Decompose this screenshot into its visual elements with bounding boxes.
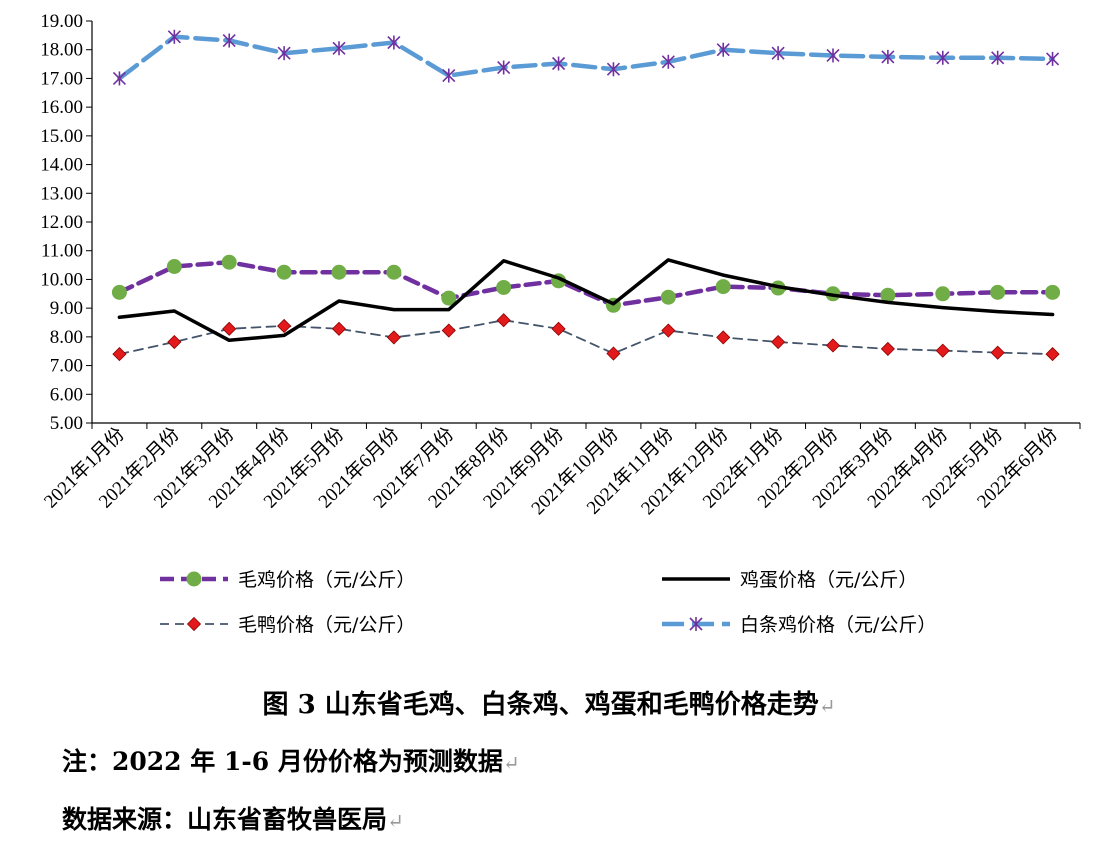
y-tick-label: 7.00	[50, 356, 83, 377]
y-tick-label: 10.00	[40, 269, 83, 290]
figure-note: 注：2022 年 1-6 月份价格为预测数据↵	[62, 742, 520, 778]
data-point	[111, 284, 127, 300]
paragraph-mark: ↵	[818, 694, 836, 718]
data-point	[990, 284, 1006, 300]
x-axis: 2021年1月份2021年2月份2021年3月份2021年4月份2021年5月份…	[40, 422, 1081, 519]
data-point	[442, 68, 456, 83]
data-point	[167, 29, 181, 44]
legend: 毛鸡价格（元/公斤） 鸡蛋价格（元/公斤） 毛鸭价格（元/公斤） 白条鸡价格（元/公斤…	[160, 569, 936, 636]
series-line	[117, 258, 1055, 343]
data-point	[496, 279, 512, 295]
data-point	[387, 35, 401, 50]
data-point	[112, 347, 127, 362]
data-point	[935, 286, 951, 302]
legend-label: 白条鸡价格（元/公斤）	[740, 614, 936, 636]
data-point	[716, 42, 730, 57]
data-point	[497, 60, 511, 75]
data-point	[551, 56, 566, 71]
line-chart: 5.00 6.00 7.00 8.00 9.00 10.00 11.00 12.00 13.00…	[40, 11, 1081, 636]
data-point	[167, 334, 182, 350]
y-tick-label: 9.00	[50, 298, 83, 319]
data-point	[935, 343, 950, 358]
data-point	[496, 313, 511, 328]
data-point	[186, 571, 202, 587]
data-point	[880, 287, 896, 303]
series-line	[112, 313, 1060, 362]
data-point	[606, 62, 621, 77]
y-tick-label: 19.00	[40, 11, 83, 32]
data-point	[386, 330, 401, 345]
data-point	[936, 50, 950, 65]
data-point	[166, 259, 182, 275]
data-point	[277, 46, 291, 61]
series-line	[112, 29, 1060, 86]
data-point	[331, 264, 347, 280]
data-point	[551, 321, 566, 336]
data-point	[1045, 347, 1060, 362]
data-point	[881, 49, 895, 64]
y-tick-label: 16.00	[40, 97, 83, 118]
y-tick-label: 15.00	[40, 126, 83, 147]
data-point	[991, 50, 1005, 65]
note-text: 注：2022 年 1-6 月份价格为预测数据	[62, 747, 503, 776]
data-point	[112, 71, 127, 86]
data-point	[1045, 51, 1060, 66]
y-tick-label: 14.00	[40, 155, 83, 176]
legend-label: 毛鸭价格（元/公斤）	[238, 614, 415, 636]
legend-label: 鸡蛋价格（元/公斤）	[740, 569, 917, 591]
y-tick-label: 6.00	[50, 384, 83, 405]
data-point	[221, 254, 237, 270]
data-point	[441, 290, 457, 306]
series-path	[118, 319, 1054, 356]
series-path	[117, 259, 1055, 308]
series-path	[117, 258, 1055, 343]
legend-label: 毛鸡价格（元/公斤）	[238, 569, 415, 591]
paragraph-mark: ↵	[502, 751, 520, 775]
data-point	[771, 334, 786, 350]
paragraph-mark: ↵	[387, 809, 404, 833]
data-point	[222, 33, 236, 48]
y-tick-label: 18.00	[40, 40, 83, 61]
source-text: 数据来源：山东省畜牧兽医局	[62, 805, 388, 834]
data-point	[825, 338, 841, 353]
legend-item: 毛鸭价格（元/公斤）	[160, 614, 415, 636]
data-point	[186, 616, 202, 632]
series-layer	[111, 29, 1061, 362]
y-tick-label: 8.00	[50, 327, 83, 348]
figure-title: 图 3 山东省毛鸡、白条鸡、鸡蛋和毛鸭价格走势	[262, 690, 819, 720]
data-point	[332, 41, 346, 56]
data-point	[826, 48, 840, 63]
data-point	[606, 346, 621, 361]
data-point	[277, 318, 292, 334]
y-tick-label: 5.00	[50, 413, 83, 434]
data-point	[715, 279, 731, 295]
legend-item: 鸡蛋价格（元/公斤）	[662, 569, 917, 591]
data-point	[441, 323, 456, 338]
data-point	[386, 264, 402, 280]
data-point	[661, 323, 676, 338]
data-point	[880, 341, 895, 356]
data-point	[689, 617, 703, 631]
figure-caption: 图 3 山东省毛鸡、白条鸡、鸡蛋和毛鸭价格走势↵	[0, 684, 1098, 721]
series-path	[117, 34, 1055, 81]
y-tick-label: 13.00	[40, 183, 83, 204]
data-point	[276, 264, 292, 280]
data-point	[771, 46, 785, 61]
legend-item: 白条鸡价格（元/公斤）	[662, 614, 936, 636]
data-point	[660, 289, 676, 305]
y-axis: 5.00 6.00 7.00 8.00 9.00 10.00 11.00 12.00 13.00…	[40, 11, 93, 434]
legend-item: 毛鸡价格（元/公斤）	[160, 569, 415, 591]
y-tick-label: 11.00	[41, 241, 83, 262]
y-tick-label: 12.00	[40, 212, 83, 233]
data-point	[990, 345, 1005, 360]
figure-source: 数据来源：山东省畜牧兽医局↵	[62, 800, 404, 836]
data-point	[1045, 284, 1061, 300]
data-point	[331, 321, 347, 336]
data-point	[661, 54, 675, 69]
data-point	[222, 321, 237, 336]
y-tick-label: 17.00	[40, 68, 83, 89]
data-point	[716, 330, 731, 345]
